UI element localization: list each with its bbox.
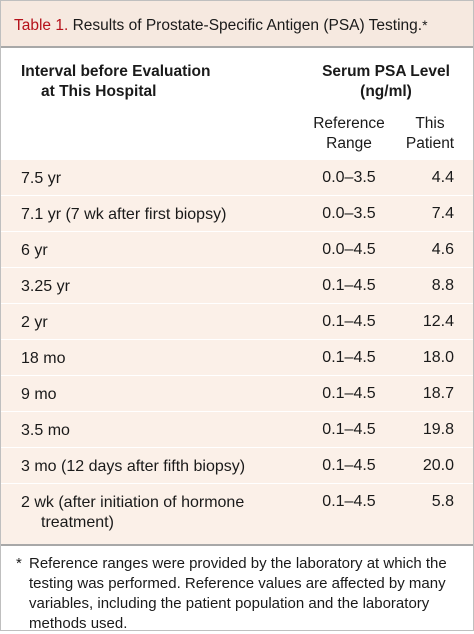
interval-cell-line-2: treatment) [41,514,114,531]
patient-value-cell: 18.0 [422,349,454,366]
table-row: 3 mo (12 days after fifth biopsy) 0.1–4.… [1,447,473,483]
table-row: 7.1 yr (7 wk after first biopsy) 0.0–3.5… [1,195,473,231]
table-row: 18 mo 0.1–4.5 18.0 [1,339,473,375]
interval-cell: 2 yr [21,314,48,331]
table-row: 7.5 yr 0.0–3.5 4.4 [1,160,473,195]
footnote-marker: * [16,555,22,572]
psa-header-line-1: Serum PSA Level [322,63,450,80]
interval-cell: 7.5 yr [21,170,62,187]
table-number: Table 1. [14,17,69,34]
table-body: 7.5 yr 0.0–3.5 4.4 7.1 yr (7 wk after fi… [1,160,473,544]
reference-header-line-2: Range [326,135,372,152]
patient-value-cell: 20.0 [422,457,454,474]
interval-cell-line-1: 2 wk (after initiation of hormone [21,494,245,511]
psa-header-line-2: (ng/ml) [360,83,412,100]
interval-cell: 3 mo (12 days after fifth biopsy) [21,458,246,475]
table-row: 3.25 yr 0.1–4.5 8.8 [1,267,473,303]
this-patient-header: This Patient [403,114,457,154]
interval-cell: 7.1 yr (7 wk after first biopsy) [21,206,227,223]
interval-header-line-2: at This Hospital [41,83,157,100]
patient-header-line-1: This [415,115,445,132]
patient-header-line-2: Patient [405,135,455,152]
patient-value-cell: 7.4 [431,205,454,222]
patient-value-cell: 19.8 [422,421,454,438]
table-row: 2 yr 0.1–4.5 12.4 [1,303,473,339]
interval-header-line-1: Interval before Evaluation [21,63,211,80]
reference-range-cell: 0.1–4.5 [322,493,376,510]
interval-cell: 3.25 yr [21,278,70,295]
table-row: 3.5 mo 0.1–4.5 19.8 [1,411,473,447]
interval-cell: 6 yr [21,242,48,259]
patient-value-cell: 4.6 [431,241,454,258]
reference-range-cell: 0.1–4.5 [322,457,376,474]
reference-range-header: Reference Range [299,114,399,154]
patient-value-cell: 4.4 [431,169,454,186]
reference-range-cell: 0.1–4.5 [322,349,376,366]
interval-cell: 3.5 mo [21,422,70,439]
reference-range-cell: 0.0–4.5 [322,241,376,258]
patient-value-cell: 5.8 [431,493,454,510]
table-row: 2 wk (after initiation of hormone treatm… [1,483,473,544]
patient-value-cell: 18.7 [422,385,454,402]
table-title-text: Results of Prostate-Specific Antigen (PS… [72,17,423,34]
title-footnote-marker: * [422,17,428,33]
table-row: 6 yr 0.0–4.5 4.6 [1,231,473,267]
table-footnote: * Reference ranges were provided by the … [1,544,473,634]
table-title: Table 1. Results of Prostate-Specific An… [1,1,473,48]
reference-range-cell: 0.0–3.5 [322,169,376,186]
reference-range-cell: 0.1–4.5 [322,313,376,330]
interval-cell: 2 wk (after initiation of hormone treatm… [21,493,301,533]
table-row: 9 mo 0.1–4.5 18.7 [1,375,473,411]
patient-value-cell: 8.8 [431,277,454,294]
table-header: Interval before Evaluation at This Hospi… [1,48,473,160]
reference-range-cell: 0.1–4.5 [322,421,376,438]
reference-header-line-1: Reference [313,115,385,132]
reference-range-cell: 0.1–4.5 [322,385,376,402]
reference-range-cell: 0.1–4.5 [322,277,376,294]
footnote-text: Reference ranges were provided by the la… [29,555,447,632]
interval-cell: 9 mo [21,386,57,403]
interval-cell: 18 mo [21,350,66,367]
reference-range-cell: 0.0–3.5 [322,205,376,222]
psa-column-group-header: Serum PSA Level (ng/ml) [301,62,471,102]
interval-column-header: Interval before Evaluation at This Hospi… [21,62,211,102]
patient-value-cell: 12.4 [422,313,454,330]
